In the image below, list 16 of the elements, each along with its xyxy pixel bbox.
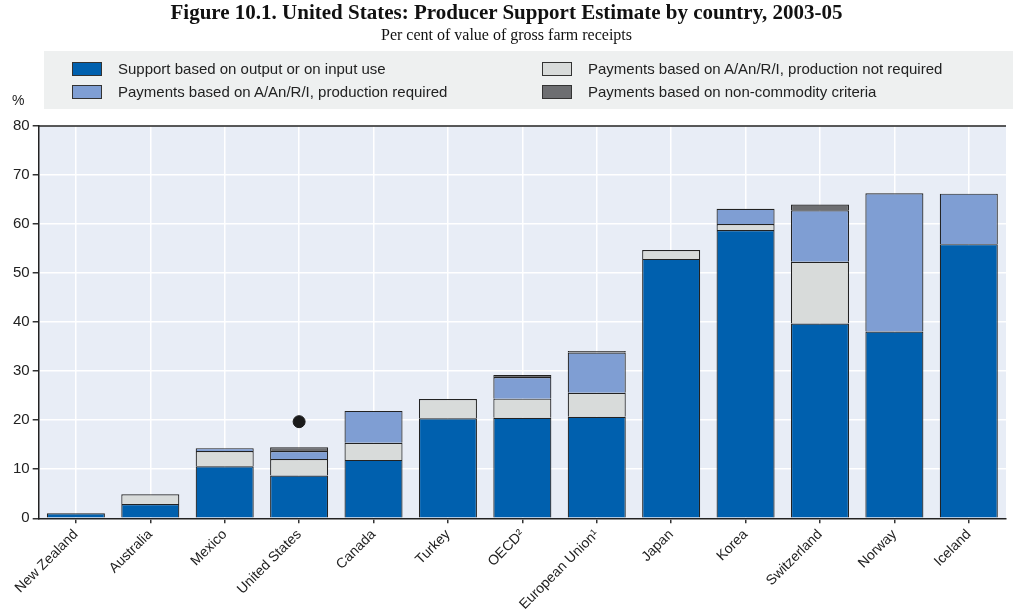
y-tick-label: 0 [21,508,30,526]
y-tick-label: 60 [13,214,30,232]
y-tick-label: 70 [13,165,30,183]
y-tick-label: 20 [13,410,30,428]
chart-subtitle: Per cent of value of gross farm receipts [380,26,633,44]
y-tick-label: 30 [13,361,30,379]
legend-label: Payments based on non-commodity criteria [588,83,877,100]
legend-label: Support based on output or on input use [118,60,386,77]
y-tick-label: 80 [13,116,30,134]
y-tick-label: 10 [13,459,30,477]
y-tick-label: 40 [13,312,30,330]
y-tick-label: 50 [13,263,30,281]
chart-title: Figure 10.1. United States: Producer Support Estimate by country, 2003-05 [169,0,844,25]
legend-label: Payments based on A/An/R/I, production not required [588,60,943,77]
legend-label: Payments based on A/An/R/I, production required [118,83,448,100]
y-axis-title: % [12,92,25,108]
